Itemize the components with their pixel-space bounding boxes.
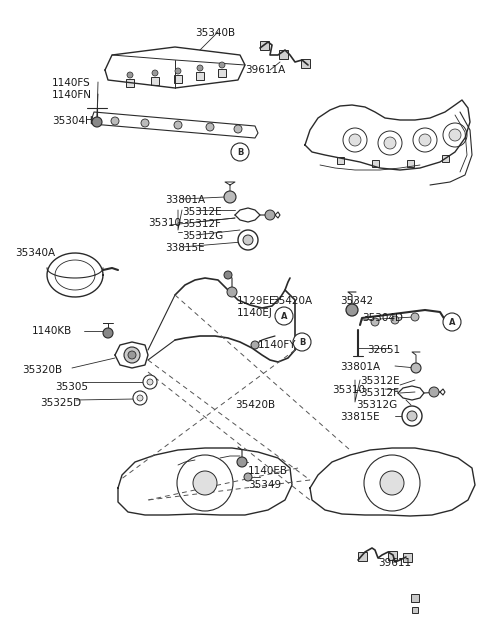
Circle shape: [293, 333, 311, 351]
Circle shape: [411, 363, 421, 373]
Circle shape: [244, 473, 252, 481]
Bar: [174, 75, 182, 83]
Text: 35312F: 35312F: [182, 219, 221, 229]
Bar: [336, 156, 344, 164]
Text: 33801A: 33801A: [165, 195, 205, 205]
Circle shape: [251, 341, 259, 349]
Circle shape: [402, 406, 422, 426]
Circle shape: [193, 471, 217, 495]
Text: 1140FY: 1140FY: [258, 340, 297, 350]
Text: 35325D: 35325D: [40, 398, 81, 408]
Circle shape: [371, 318, 379, 326]
Text: 1140FN: 1140FN: [52, 90, 92, 100]
Bar: [300, 59, 310, 68]
Bar: [403, 553, 411, 562]
Text: 1140FS: 1140FS: [52, 78, 91, 88]
Circle shape: [175, 68, 181, 74]
Circle shape: [224, 271, 232, 279]
Text: 35320B: 35320B: [22, 365, 62, 375]
Text: B: B: [299, 337, 305, 346]
Text: A: A: [449, 317, 455, 327]
Circle shape: [127, 72, 133, 78]
Bar: [442, 155, 448, 162]
Circle shape: [133, 391, 147, 405]
Circle shape: [411, 313, 419, 321]
Text: 35340B: 35340B: [195, 28, 235, 38]
Circle shape: [92, 117, 102, 127]
Circle shape: [143, 375, 157, 389]
Circle shape: [197, 65, 203, 71]
Bar: [260, 41, 268, 50]
Circle shape: [237, 457, 247, 467]
Text: 33801A: 33801A: [340, 362, 380, 372]
Text: 35342: 35342: [340, 296, 373, 306]
Text: 35420B: 35420B: [235, 400, 275, 410]
Circle shape: [275, 307, 293, 325]
Circle shape: [219, 62, 225, 68]
Circle shape: [147, 379, 153, 385]
Circle shape: [103, 328, 113, 338]
Circle shape: [407, 411, 417, 421]
Circle shape: [346, 304, 358, 316]
Circle shape: [429, 387, 439, 397]
Circle shape: [380, 471, 404, 495]
Text: 1140EJ: 1140EJ: [237, 308, 273, 318]
Bar: [218, 69, 226, 77]
Text: 33815E: 33815E: [165, 243, 204, 253]
Circle shape: [124, 347, 140, 363]
Text: 39611A: 39611A: [245, 65, 285, 75]
Text: B: B: [237, 147, 243, 156]
Circle shape: [265, 210, 275, 220]
Circle shape: [206, 123, 214, 131]
Text: 1140EB: 1140EB: [248, 466, 288, 476]
Bar: [407, 160, 413, 167]
Text: 35312E: 35312E: [360, 376, 400, 386]
Circle shape: [349, 134, 361, 146]
Bar: [196, 72, 204, 80]
Text: 33815E: 33815E: [340, 412, 380, 422]
Circle shape: [174, 121, 182, 129]
Text: 32651: 32651: [367, 345, 400, 355]
Bar: [387, 551, 396, 560]
Circle shape: [137, 395, 143, 401]
Text: 35305: 35305: [55, 382, 88, 392]
Text: 35304H: 35304H: [52, 116, 93, 126]
Bar: [412, 607, 418, 613]
Text: 35312E: 35312E: [182, 207, 222, 217]
Circle shape: [128, 351, 136, 359]
Text: A: A: [281, 312, 287, 321]
Text: 35312F: 35312F: [360, 388, 399, 398]
Circle shape: [391, 316, 399, 324]
Circle shape: [224, 191, 236, 203]
Circle shape: [234, 125, 242, 133]
Text: 35310: 35310: [332, 385, 365, 395]
Circle shape: [141, 119, 149, 127]
Text: 35304D: 35304D: [362, 313, 403, 323]
Text: 35420A: 35420A: [272, 296, 312, 306]
Circle shape: [231, 143, 249, 161]
Circle shape: [449, 129, 461, 141]
Circle shape: [443, 313, 461, 331]
Text: 35340A: 35340A: [15, 248, 55, 258]
Circle shape: [152, 70, 158, 76]
Circle shape: [419, 134, 431, 146]
Circle shape: [384, 137, 396, 149]
Text: 35312G: 35312G: [182, 231, 223, 241]
Text: 39611: 39611: [378, 558, 411, 568]
Text: 1140KB: 1140KB: [32, 326, 72, 336]
Bar: [372, 160, 379, 167]
Bar: [358, 551, 367, 560]
Circle shape: [227, 287, 237, 297]
Circle shape: [238, 230, 258, 250]
Circle shape: [243, 235, 253, 245]
Bar: [151, 77, 159, 85]
Text: 35349: 35349: [248, 480, 281, 490]
Bar: [278, 50, 288, 59]
Bar: [126, 79, 134, 87]
Text: 1129EE: 1129EE: [237, 296, 276, 306]
Text: 35310: 35310: [148, 218, 181, 228]
Text: 35312G: 35312G: [356, 400, 397, 410]
Bar: [411, 594, 419, 602]
Circle shape: [111, 117, 119, 125]
